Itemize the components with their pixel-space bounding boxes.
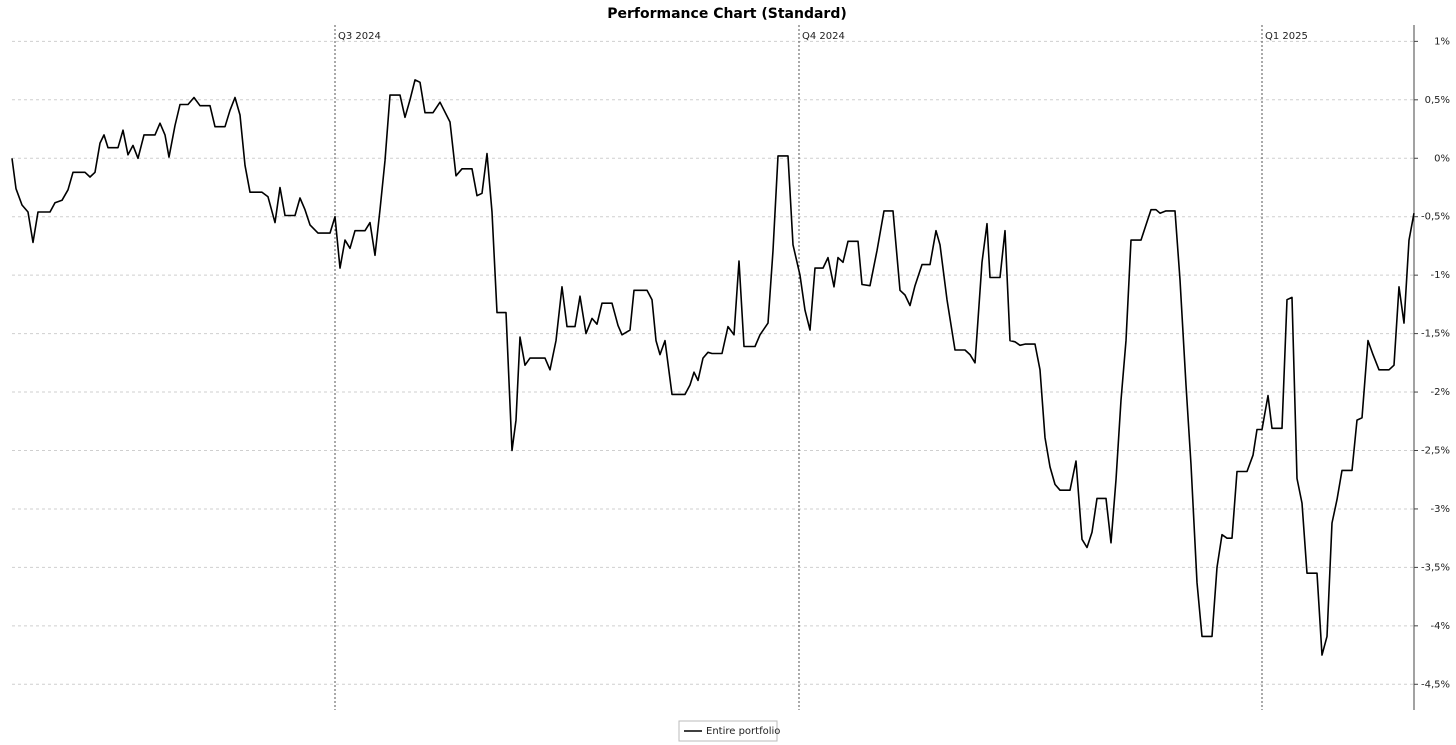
y-tick-label: 0% bbox=[1434, 153, 1450, 164]
line bbox=[11, 79, 1415, 656]
chart-title: Performance Chart (Standard) bbox=[607, 6, 846, 22]
y-tick-label: -1% bbox=[1431, 270, 1450, 281]
y-tick-label: -0,5% bbox=[1421, 212, 1450, 223]
y-tick-label: -3% bbox=[1431, 504, 1450, 515]
y-tick-label: -4% bbox=[1431, 621, 1450, 632]
y-tick-label: -4,5% bbox=[1421, 679, 1450, 690]
legend-label: Entire portfolio bbox=[706, 726, 780, 737]
y-tick-label: -1,5% bbox=[1421, 329, 1450, 340]
legend-box bbox=[678, 720, 778, 742]
y-tick-label: 0,5% bbox=[1425, 95, 1450, 106]
y-tick-label: 1% bbox=[1434, 36, 1450, 47]
quarter-label: Q1 2025 bbox=[1265, 31, 1308, 42]
quarter-label: Q4 2024 bbox=[802, 31, 845, 42]
quarter-label: Q3 2024 bbox=[338, 31, 381, 42]
y-tick-label: -2,5% bbox=[1421, 445, 1450, 456]
y-tick-label: -3,5% bbox=[1421, 562, 1450, 573]
y-tick-label: -2% bbox=[1431, 387, 1450, 398]
